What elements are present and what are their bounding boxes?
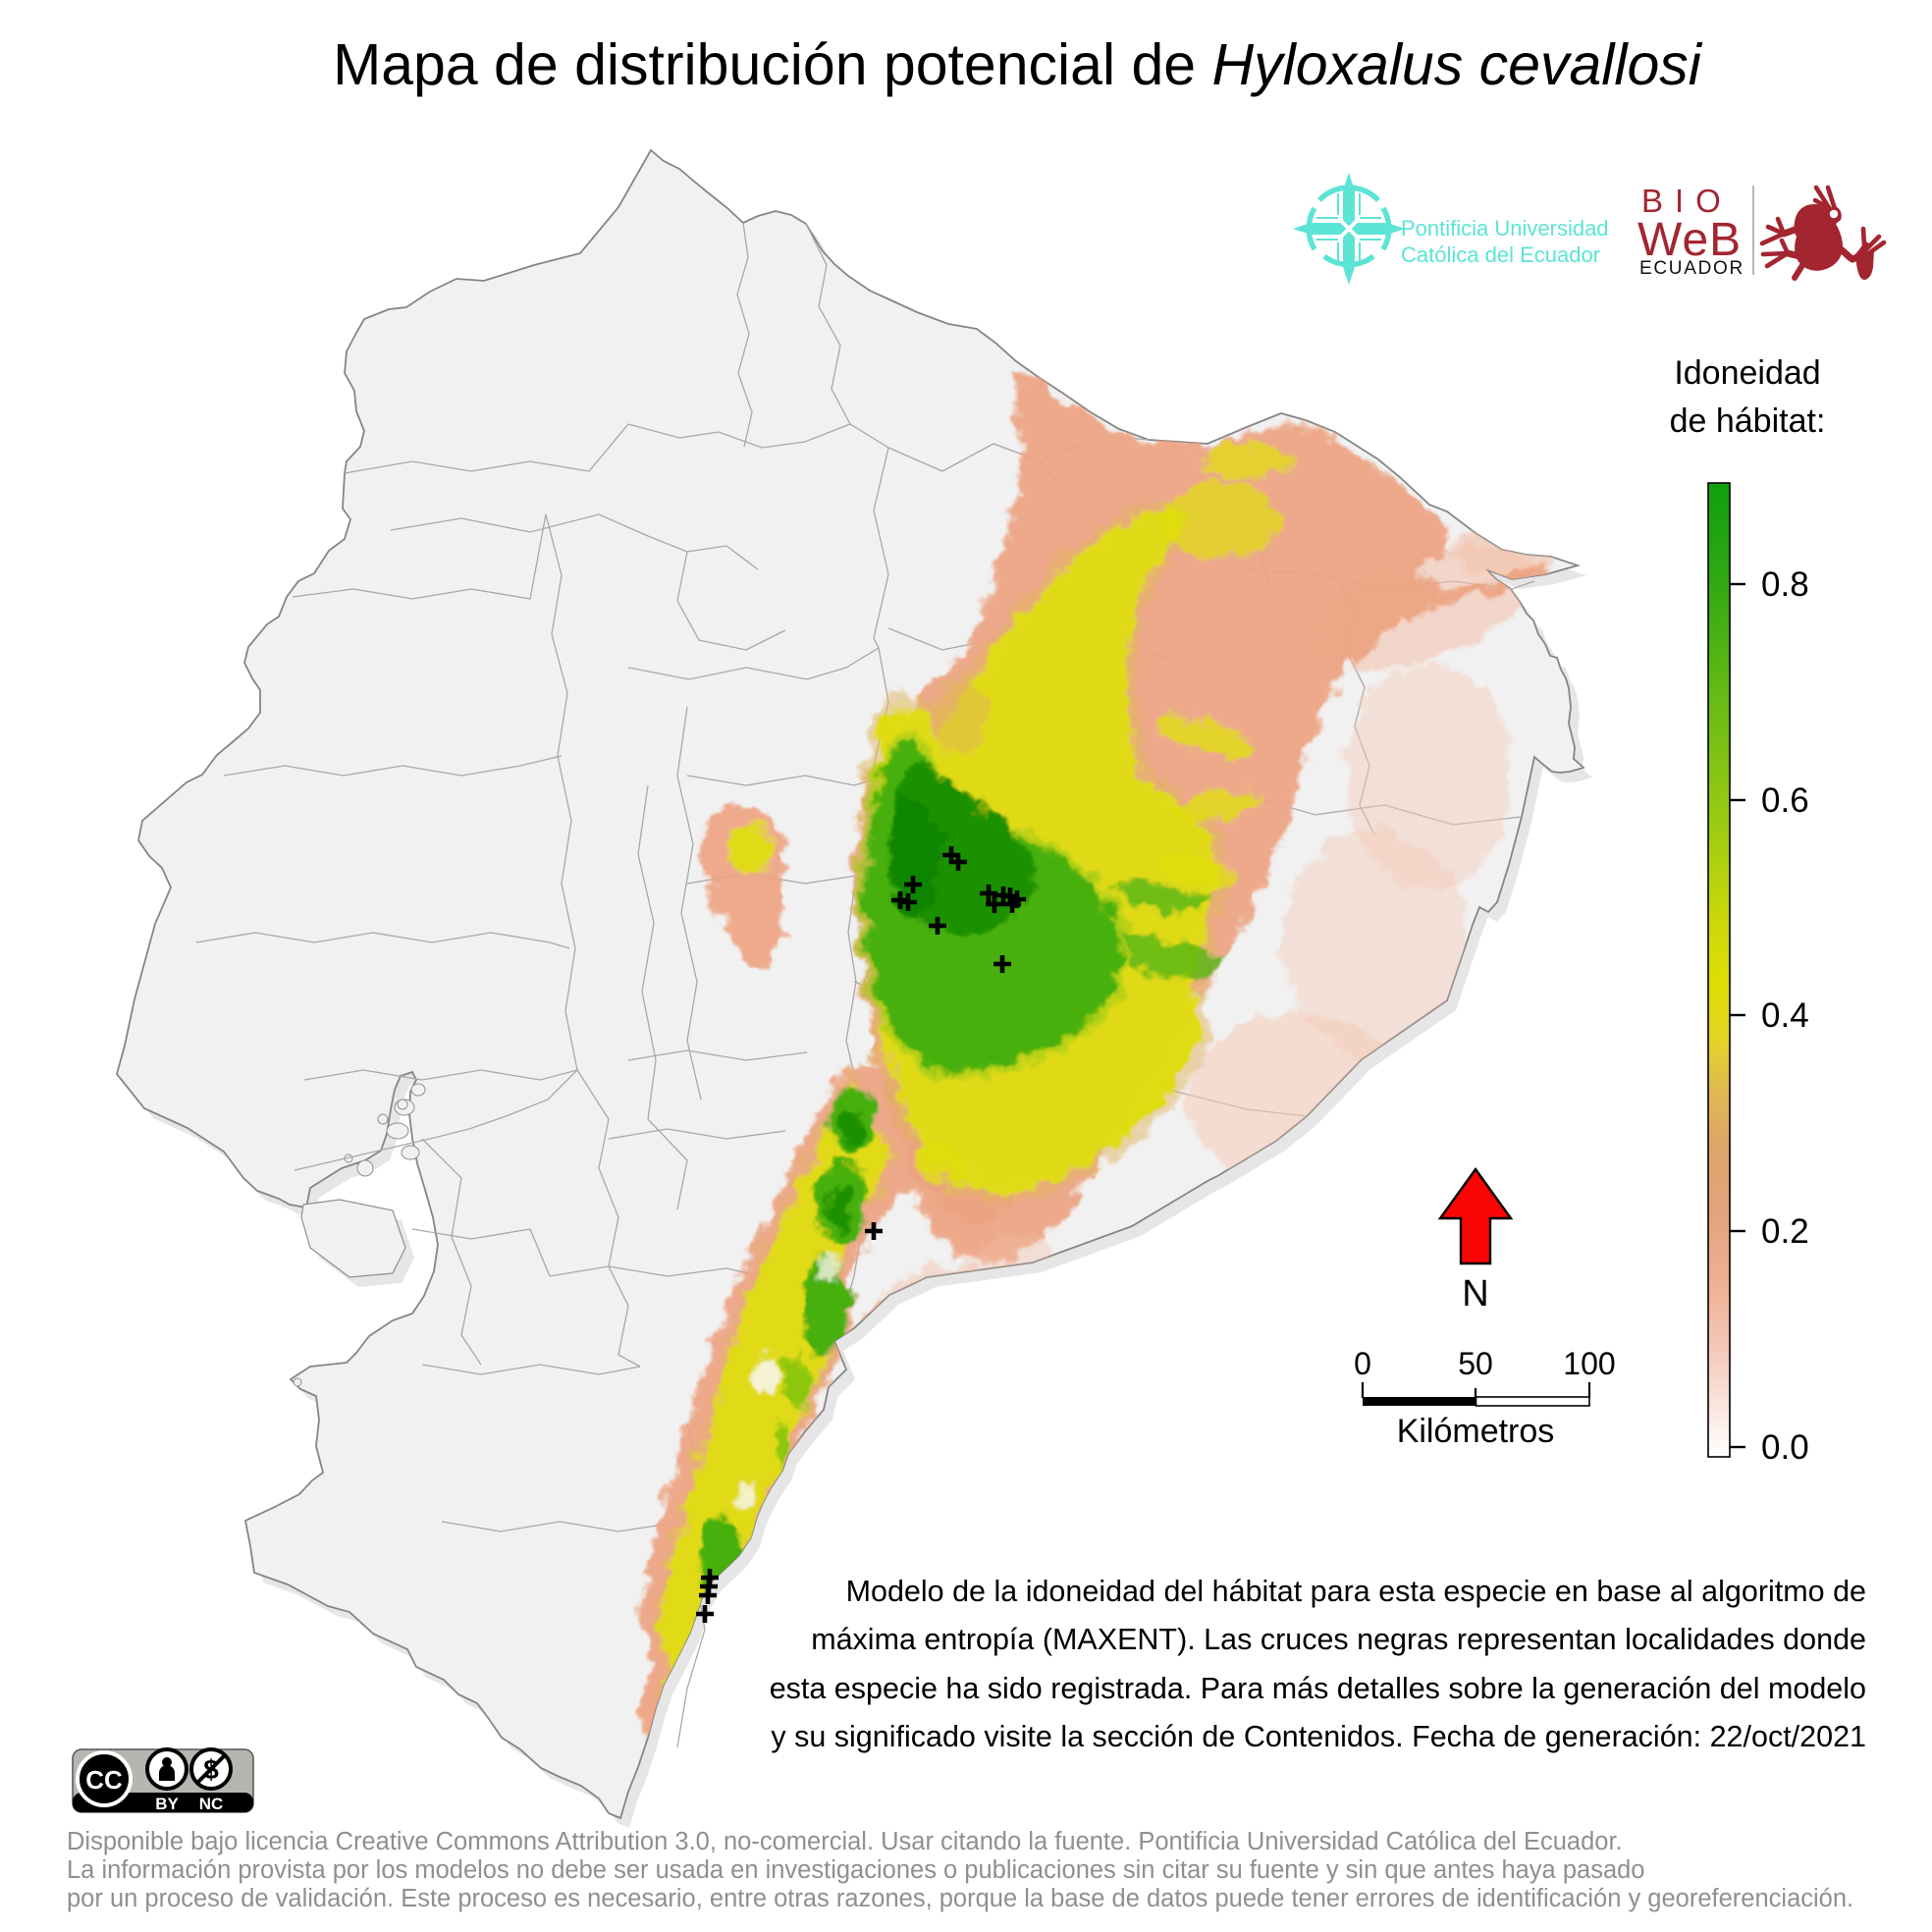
svg-text:0.8: 0.8 [1761, 565, 1809, 604]
svg-text:100: 100 [1563, 1346, 1615, 1381]
svg-text:CC: CC [85, 1765, 123, 1795]
svg-text:Idoneidad: Idoneidad [1674, 354, 1820, 392]
svg-text:y su significado visite la sec: y su significado visite la sección de Co… [771, 1720, 1866, 1753]
svg-text:0.0: 0.0 [1761, 1428, 1809, 1467]
svg-text:Pontificia Universidad: Pontificia Universidad [1401, 216, 1609, 241]
svg-text:Católica del Ecuador: Católica del Ecuador [1401, 242, 1600, 267]
svg-text:0.2: 0.2 [1761, 1212, 1809, 1251]
svg-text:de hábitat:: de hábitat: [1670, 402, 1826, 440]
svg-text:Disponible bajo licencia Creat: Disponible bajo licencia Creative Common… [67, 1828, 1623, 1855]
svg-text:ECUADOR: ECUADOR [1639, 258, 1744, 279]
svg-text:Modelo de la idoneidad del háb: Modelo de la idoneidad del hábitat para … [846, 1575, 1866, 1608]
svg-text:Kilómetros: Kilómetros [1397, 1413, 1555, 1450]
svg-text:BY: BY [155, 1795, 179, 1813]
svg-text:0.4: 0.4 [1761, 996, 1809, 1035]
svg-text:máxima entropía (MAXENT). Las: máxima entropía (MAXENT). Las cruces neg… [811, 1623, 1866, 1656]
svg-text:NC: NC [199, 1795, 224, 1813]
svg-text:BIO: BIO [1641, 183, 1733, 219]
svg-text:esta especie ha sido registrad: esta especie ha sido registrada. Para má… [770, 1672, 1866, 1705]
svg-text:0.6: 0.6 [1761, 781, 1809, 820]
svg-text:50: 50 [1458, 1346, 1493, 1381]
svg-text:WeB: WeB [1637, 214, 1742, 266]
svg-text:por un proceso de validación.: por un proceso de validación. Este proce… [67, 1885, 1853, 1912]
svg-text:Mapa de distribución potencial: Mapa de distribución potencial de Hyloxa… [333, 32, 1703, 97]
svg-text:N: N [1462, 1273, 1488, 1315]
svg-text:La información provista por lo: La información provista por los modelos … [67, 1856, 1644, 1884]
svg-text:0: 0 [1354, 1346, 1371, 1381]
